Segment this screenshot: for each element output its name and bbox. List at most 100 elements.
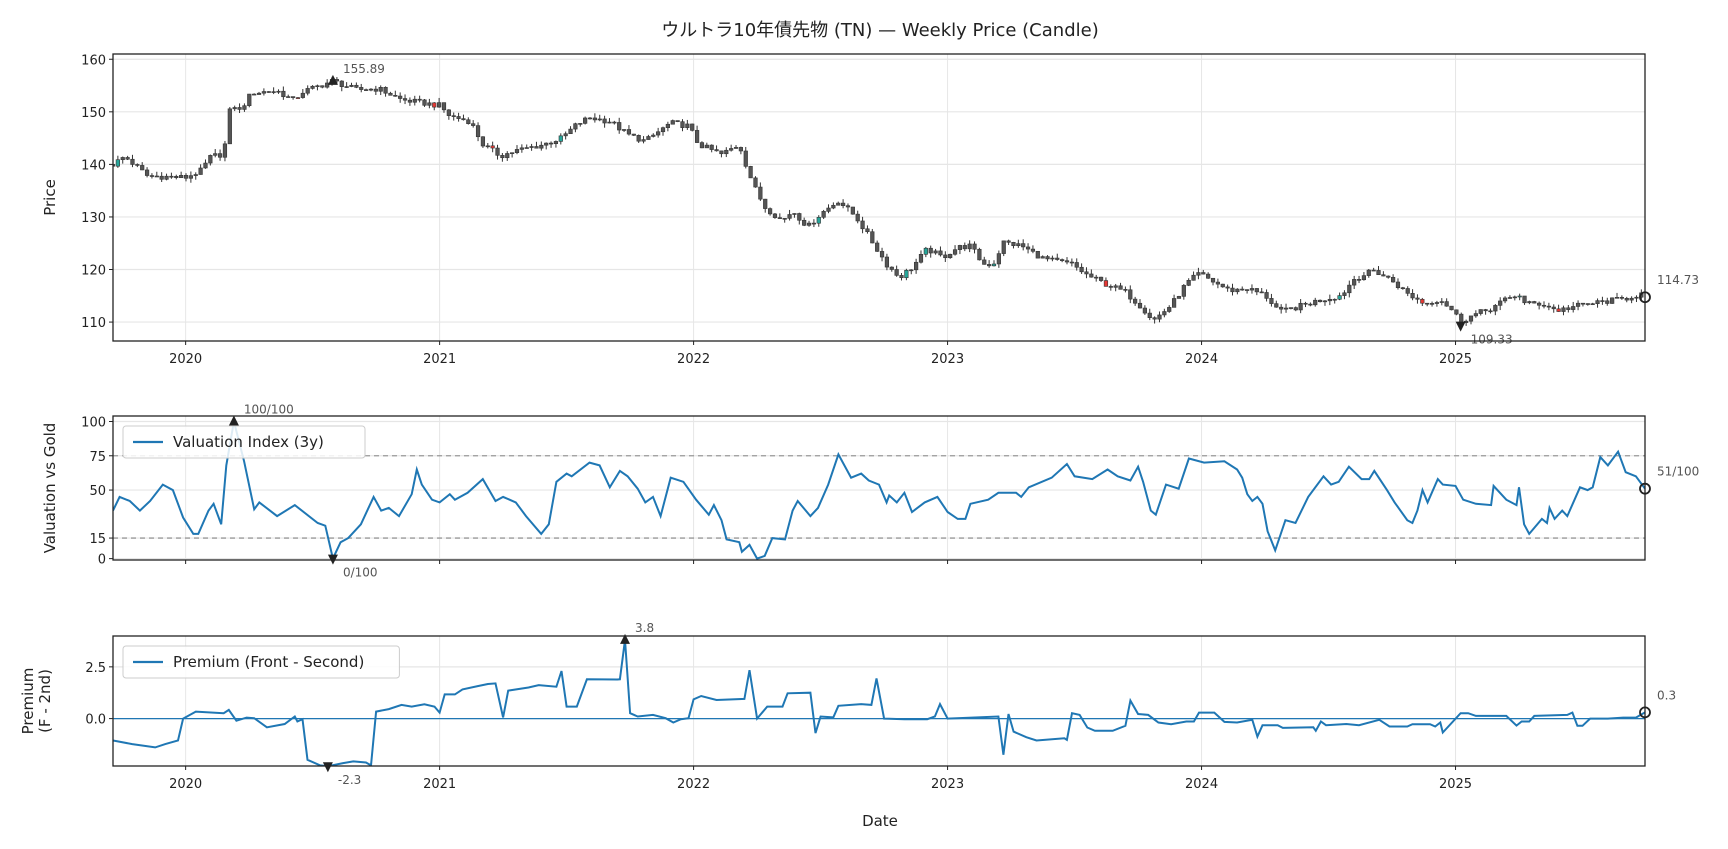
candle-body — [1395, 281, 1401, 289]
label-background — [339, 61, 390, 77]
candle-body — [758, 186, 763, 200]
candle-body — [1220, 283, 1225, 288]
candle-body — [704, 144, 709, 149]
candle-body — [1556, 308, 1561, 312]
candle-body — [529, 146, 534, 148]
candle-body — [909, 269, 914, 272]
candle-body — [690, 123, 695, 131]
candle-body — [407, 99, 413, 103]
candle-body — [563, 133, 568, 137]
candle-body — [1595, 300, 1600, 304]
y-tick-label: 150 — [81, 106, 106, 121]
candle-body — [821, 211, 826, 218]
candle-body — [884, 256, 890, 268]
candle-body — [792, 213, 797, 215]
candle-body — [179, 175, 184, 179]
candle-body — [354, 84, 359, 88]
candle-body — [1502, 297, 1508, 302]
candle-body — [904, 269, 909, 279]
candle-body — [987, 264, 992, 267]
candle-body — [1001, 240, 1006, 254]
candle-body — [1210, 277, 1216, 283]
y-tick-label: 50 — [89, 484, 106, 499]
candle-body — [441, 102, 447, 111]
valuation-plot-area — [113, 421, 1645, 560]
candle-body — [636, 135, 641, 142]
candle-body — [349, 84, 354, 87]
candle-body — [1405, 288, 1410, 294]
candle-body — [500, 155, 505, 159]
y-tick-label: 0.0 — [85, 713, 106, 728]
min-annotation: -2.3 — [338, 773, 361, 787]
candle-body — [1619, 297, 1624, 299]
candle-body — [1537, 302, 1542, 306]
candle-body — [811, 222, 816, 225]
candle-body — [714, 149, 719, 152]
candle-body — [169, 175, 174, 178]
candle-body — [1152, 317, 1157, 320]
candle-body — [1225, 286, 1230, 289]
y-tick-label: 140 — [81, 158, 106, 173]
candle-body — [378, 87, 383, 92]
candle-body — [208, 155, 213, 164]
candle-body — [242, 105, 247, 110]
candle-body — [1030, 248, 1036, 252]
x-tick-label: 2022 — [677, 352, 710, 367]
candle-body — [393, 94, 398, 97]
candle-body — [475, 125, 481, 138]
candle-body — [660, 127, 666, 133]
max-annotation: 155.89 — [343, 62, 385, 76]
candle-body — [437, 102, 442, 108]
y-tick-label: 110 — [81, 316, 106, 331]
candle-body — [831, 204, 836, 209]
candle-body — [1478, 309, 1483, 314]
y-tick-label: 130 — [81, 211, 106, 226]
max-annotation: 3.8 — [635, 621, 654, 635]
legend-label: Premium (Front - Second) — [173, 653, 364, 671]
premium-panel: 2020 2021 2022 2023 2024 2025 0.0 2.5 Premium (F … — [19, 621, 1676, 792]
candle-body — [261, 91, 266, 94]
candle-body — [1108, 286, 1113, 288]
candle-body — [675, 120, 680, 122]
candle-body — [646, 136, 651, 140]
candle-body — [733, 147, 739, 149]
candle-body — [149, 175, 155, 177]
candle-body — [1376, 270, 1381, 276]
candle-body — [1045, 256, 1050, 260]
candle-body — [631, 133, 636, 136]
candle-body — [1040, 256, 1045, 259]
candle-body — [1473, 313, 1478, 317]
candle-body — [592, 117, 597, 121]
axes-frame — [112, 53, 1646, 342]
candle-body — [1269, 298, 1274, 304]
candle-body — [286, 96, 291, 98]
candle-body — [1498, 300, 1503, 306]
candle-body — [1293, 307, 1298, 311]
candle-body — [281, 90, 286, 98]
candle-body — [558, 135, 563, 142]
candle-body — [113, 164, 116, 167]
candle-body — [1449, 305, 1454, 311]
y-axis-label: (F - 2nd) — [36, 669, 54, 733]
candle-body — [164, 175, 169, 180]
candle-body — [1025, 246, 1031, 250]
candle-body — [914, 261, 919, 271]
candle-body — [617, 122, 622, 131]
candle-body — [1610, 297, 1615, 304]
candle-body — [1434, 302, 1440, 304]
candle-body — [1259, 291, 1264, 294]
candle-body — [1551, 306, 1556, 310]
x-tick-label: 2024 — [1185, 777, 1218, 792]
y-tick-label: 160 — [81, 53, 106, 68]
y-tick-label: 100 — [81, 415, 106, 430]
candle-body — [865, 228, 870, 233]
candle-body — [548, 142, 554, 145]
y-axis-label: Premium — [19, 668, 37, 735]
candle-body — [1035, 250, 1040, 259]
candle-body — [850, 206, 855, 215]
candle-body — [957, 245, 963, 250]
candle-body — [130, 158, 135, 165]
candle-body — [977, 248, 982, 261]
price-panel: 2020 2021 2022 2023 2024 2025 110 120 130 140 150 1… — [41, 53, 1699, 367]
